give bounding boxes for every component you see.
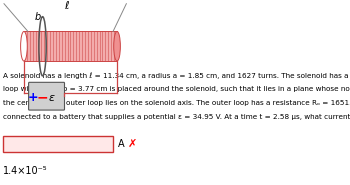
FancyBboxPatch shape — [29, 82, 64, 110]
Text: the center of the outer loop lies on the solenoid axis. The outer loop has a res: the center of the outer loop lies on the… — [3, 100, 350, 106]
Text: b: b — [35, 12, 41, 22]
Text: ε: ε — [49, 93, 55, 103]
Text: A: A — [118, 139, 125, 149]
Text: ℓ: ℓ — [64, 1, 69, 11]
FancyBboxPatch shape — [3, 136, 113, 152]
Text: +: + — [28, 91, 38, 104]
Text: −: − — [37, 90, 48, 104]
Text: connected to a battery that supplies a potential ε = 34.95 V. At a time t = 2.58: connected to a battery that supplies a p… — [3, 114, 350, 120]
Ellipse shape — [21, 31, 27, 61]
Text: 1.4e-5: 1.4e-5 — [8, 139, 39, 149]
Bar — [24, 31, 117, 61]
Text: loop with radius b = 3.77 cm is placed around the solenoid, such that it lies in: loop with radius b = 3.77 cm is placed a… — [3, 86, 350, 92]
Text: 1.4×10⁻⁵: 1.4×10⁻⁵ — [3, 166, 48, 176]
Text: ✗: ✗ — [128, 139, 137, 149]
Ellipse shape — [114, 31, 120, 61]
Text: A solenoid has a length ℓ = 11.34 cm, a radius a = 1.85 cm, and 1627 turns. The : A solenoid has a length ℓ = 11.34 cm, a … — [3, 72, 350, 79]
